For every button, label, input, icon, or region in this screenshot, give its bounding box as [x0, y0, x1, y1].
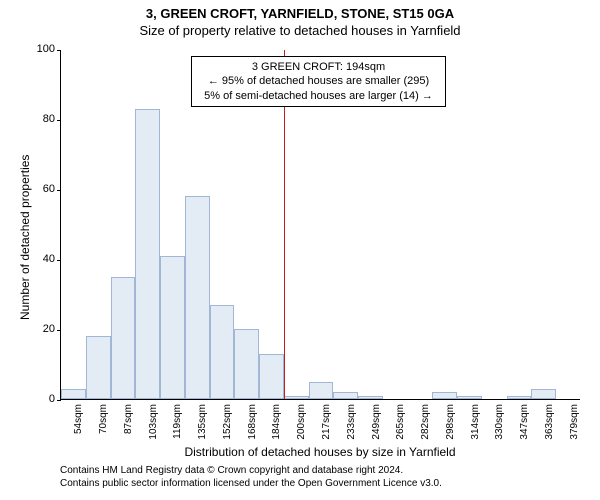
- x-tick-label: 379sqm: [569, 404, 580, 444]
- footer-line-2: Contains public sector information licen…: [60, 478, 442, 489]
- histogram-bar: [507, 396, 532, 400]
- histogram-bar: [284, 396, 309, 400]
- histogram-bar: [309, 382, 334, 400]
- x-tick-label: 70sqm: [98, 404, 109, 444]
- histogram-bar: [333, 392, 358, 399]
- x-tick-label: 168sqm: [247, 404, 258, 444]
- x-tick-label: 363sqm: [544, 404, 555, 444]
- x-tick-label: 298sqm: [445, 404, 456, 444]
- page-root: 3, GREEN CROFT, YARNFIELD, STONE, ST15 0…: [0, 0, 600, 500]
- x-tick-label: 103sqm: [148, 404, 159, 444]
- histogram-bar: [531, 389, 556, 400]
- x-tick-label: 135sqm: [197, 404, 208, 444]
- x-axis-label: Distribution of detached houses by size …: [60, 445, 580, 459]
- annotation-line-1: 3 GREEN CROFT: 194sqm: [198, 60, 439, 74]
- x-tick-label: 314sqm: [470, 404, 481, 444]
- histogram-bar: [135, 109, 160, 400]
- y-tick-label: 40: [27, 253, 55, 265]
- y-tick-label: 100: [27, 43, 55, 55]
- histogram-bar: [86, 336, 111, 399]
- title-subtitle: Size of property relative to detached ho…: [0, 23, 600, 38]
- histogram-chart: 02040608010054sqm70sqm87sqm103sqm119sqm1…: [60, 50, 580, 400]
- y-tick: [57, 260, 61, 261]
- x-tick-label: 184sqm: [271, 404, 282, 444]
- y-tick: [57, 120, 61, 121]
- x-tick-label: 217sqm: [321, 404, 332, 444]
- x-tick-label: 347sqm: [519, 404, 530, 444]
- annotation-line-3: 5% of semi-detached houses are larger (1…: [198, 89, 439, 103]
- x-tick-label: 282sqm: [420, 404, 431, 444]
- y-tick: [57, 330, 61, 331]
- histogram-bar: [61, 389, 86, 400]
- x-tick-label: 152sqm: [222, 404, 233, 444]
- y-axis-label: Number of detached properties: [18, 155, 32, 320]
- y-tick-label: 20: [27, 323, 55, 335]
- histogram-bar: [160, 256, 185, 400]
- footer-line-1: Contains HM Land Registry data © Crown c…: [60, 465, 403, 476]
- y-tick-label: 0: [27, 393, 55, 405]
- y-tick-label: 80: [27, 113, 55, 125]
- x-tick-label: 87sqm: [123, 404, 134, 444]
- x-tick-label: 200sqm: [296, 404, 307, 444]
- annotation-line-2: ← 95% of detached houses are smaller (29…: [198, 74, 439, 88]
- annotation-box: 3 GREEN CROFT: 194sqm ← 95% of detached …: [191, 56, 446, 107]
- x-tick-label: 119sqm: [172, 404, 183, 444]
- title-address: 3, GREEN CROFT, YARNFIELD, STONE, ST15 0…: [0, 6, 600, 21]
- histogram-bar: [111, 277, 136, 400]
- y-tick: [57, 50, 61, 51]
- histogram-bar: [234, 329, 259, 399]
- histogram-bar: [259, 354, 284, 400]
- y-tick: [57, 400, 61, 401]
- histogram-bar: [210, 305, 235, 400]
- histogram-bar: [432, 392, 457, 399]
- y-tick-label: 60: [27, 183, 55, 195]
- x-tick-label: 330sqm: [494, 404, 505, 444]
- x-tick-label: 54sqm: [73, 404, 84, 444]
- histogram-bar: [457, 396, 482, 400]
- x-tick-label: 233sqm: [346, 404, 357, 444]
- histogram-bar: [358, 396, 383, 400]
- x-tick-label: 249sqm: [371, 404, 382, 444]
- title-block: 3, GREEN CROFT, YARNFIELD, STONE, ST15 0…: [0, 6, 600, 38]
- y-tick: [57, 190, 61, 191]
- histogram-bar: [185, 196, 210, 399]
- x-tick-label: 265sqm: [395, 404, 406, 444]
